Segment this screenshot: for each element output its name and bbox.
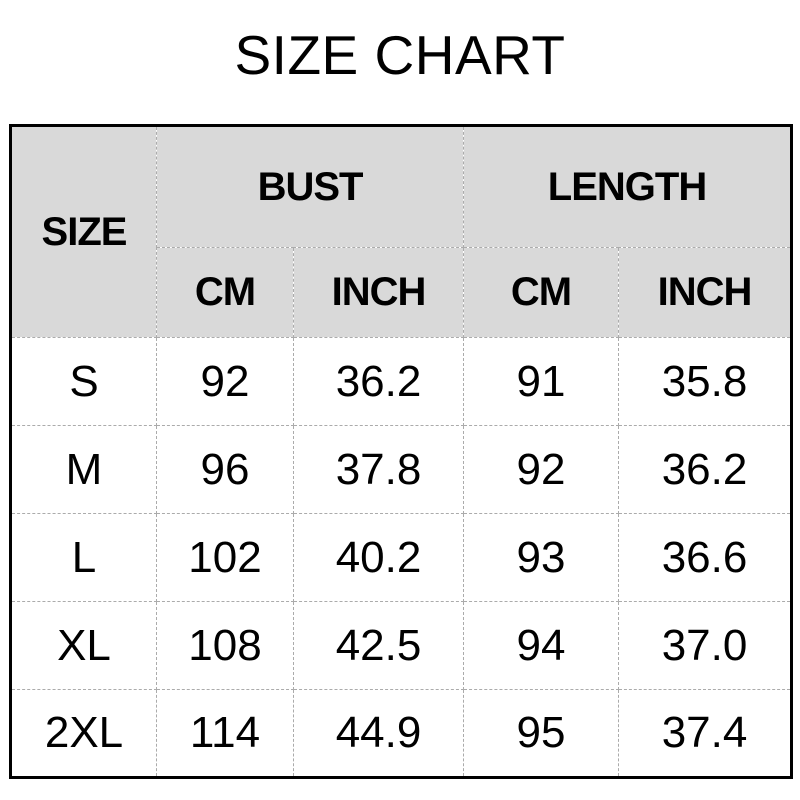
- cell-size: 2XL: [10, 689, 157, 778]
- cell-bust-cm: 96: [156, 425, 294, 514]
- header-length-inch: INCH: [618, 247, 793, 338]
- header-bust: BUST: [155, 125, 465, 248]
- cell-length-cm: 95: [463, 689, 620, 778]
- cell-bust-inch: 44.9: [292, 689, 465, 778]
- cell-length-inch: 35.8: [618, 337, 793, 426]
- cell-length-cm: 94: [463, 601, 620, 690]
- header-units-row: CM INCH CM INCH: [11, 247, 793, 338]
- cell-bust-cm: 108: [156, 601, 294, 690]
- cell-bust-cm: 114: [156, 689, 294, 778]
- cell-bust-cm: 102: [156, 513, 294, 602]
- cell-length-cm: 92: [463, 425, 620, 514]
- table-row-xl: XL 108 42.5 94 37.0: [10, 601, 793, 690]
- table-body: S 92 36.2 91 35.8 M 96 37.8 92 36.2 L 10…: [10, 337, 793, 778]
- cell-length-cm: 93: [463, 513, 620, 602]
- header-bust-cm: CM: [156, 247, 294, 338]
- cell-length-inch: 37.4: [618, 689, 793, 778]
- cell-bust-inch: 37.8: [292, 425, 465, 514]
- cell-bust-inch: 40.2: [292, 513, 465, 602]
- cell-length-inch: 36.6: [618, 513, 793, 602]
- header-length-cm: CM: [463, 247, 620, 338]
- cell-size: S: [10, 337, 157, 426]
- cell-bust-inch: 42.5: [292, 601, 465, 690]
- table-header: SIZE BUST LENGTH CM INCH CM INCH: [10, 125, 793, 338]
- size-chart-table: SIZE BUST LENGTH CM INCH CM INCH S 92 36…: [9, 124, 794, 779]
- table-row-m: M 96 37.8 92 36.2: [10, 425, 793, 514]
- cell-length-cm: 91: [463, 337, 620, 426]
- table-row-2xl: 2XL 114 44.9 95 37.4: [10, 689, 793, 778]
- cell-size: XL: [10, 601, 157, 690]
- cell-size: L: [10, 513, 157, 602]
- table-row-s: S 92 36.2 91 35.8: [10, 337, 793, 426]
- page-title: SIZE CHART: [234, 24, 566, 86]
- header-group-row: SIZE BUST LENGTH: [10, 125, 793, 338]
- table-row-l: L 102 40.2 93 36.6: [10, 513, 793, 602]
- header-bust-inch: INCH: [292, 247, 465, 338]
- cell-bust-cm: 92: [156, 337, 294, 426]
- cell-bust-inch: 36.2: [292, 337, 465, 426]
- header-length: LENGTH: [463, 125, 793, 248]
- cell-size: M: [10, 425, 157, 514]
- cell-length-inch: 36.2: [618, 425, 793, 514]
- cell-length-inch: 37.0: [618, 601, 793, 690]
- header-size: SIZE: [10, 125, 157, 338]
